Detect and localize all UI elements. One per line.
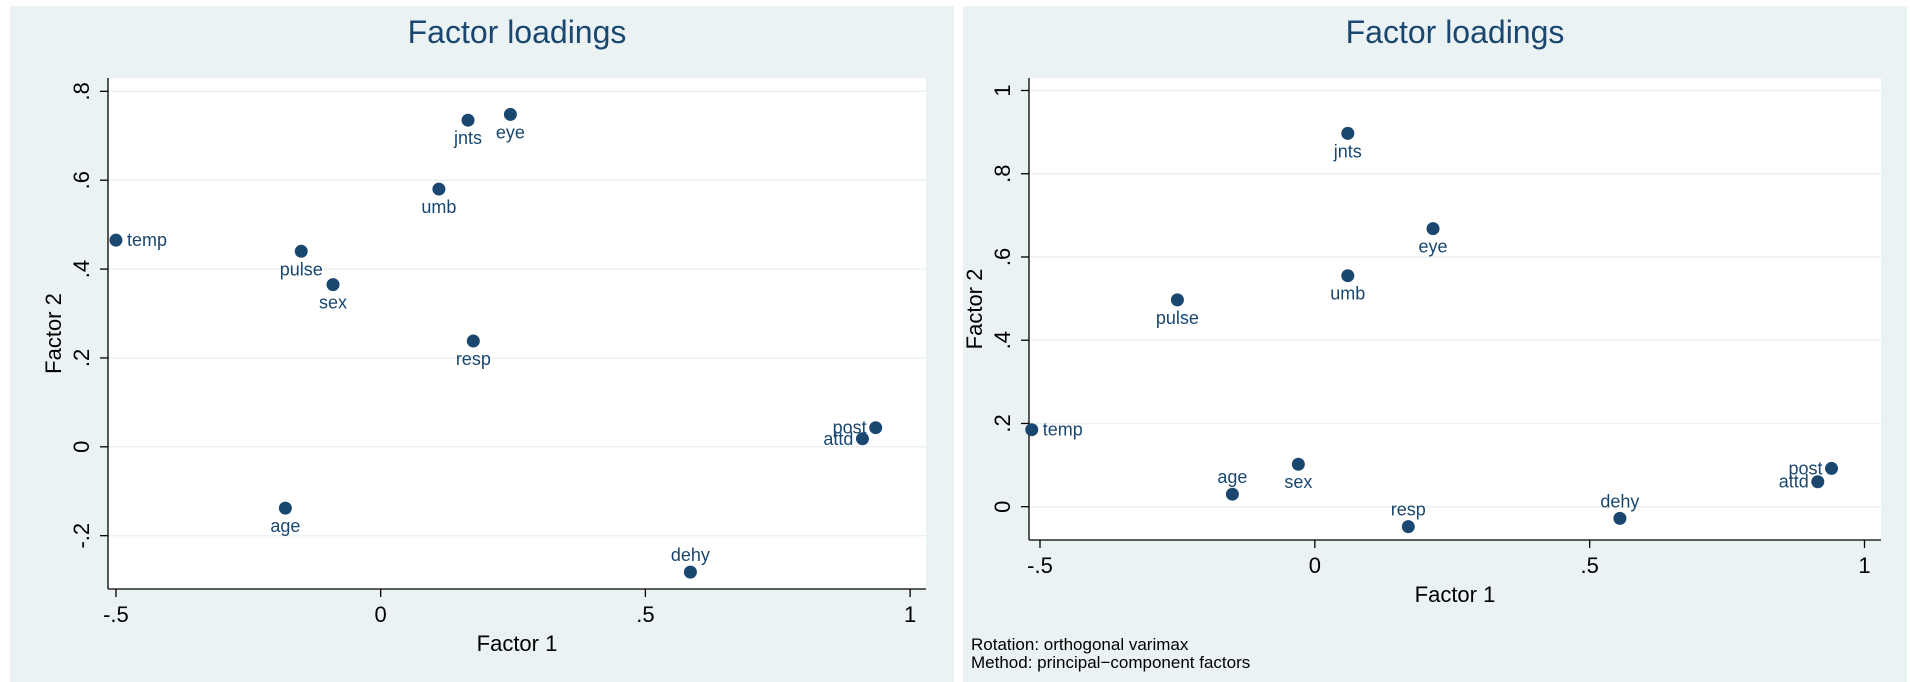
right-point-label-attd: attd bbox=[1779, 472, 1809, 492]
left-point-label-age: age bbox=[270, 516, 300, 536]
left-ytick-label: -.2 bbox=[69, 523, 94, 549]
left-x-axis-label: Factor 1 bbox=[477, 631, 558, 656]
right-x-axis-label: Factor 1 bbox=[1415, 582, 1496, 607]
right-point-label-age: age bbox=[1217, 467, 1247, 487]
factor-loadings-chart-left: Factor loadings -.2 0 .2 .4 .6 .8 -.5 0 .5 1 Factor… bbox=[41, 14, 926, 656]
left-point-label-pulse: pulse bbox=[280, 259, 323, 279]
right-xtick-label: 1 bbox=[1858, 553, 1870, 578]
left-xtick-label: .5 bbox=[636, 602, 654, 627]
left-point-resp bbox=[466, 334, 480, 348]
rotation-note: Rotation: orthogonal varimax bbox=[971, 635, 1189, 654]
right-point-sex bbox=[1291, 457, 1305, 471]
right-point-label-sex: sex bbox=[1284, 472, 1312, 492]
right-point-label-pulse: pulse bbox=[1156, 308, 1199, 328]
right-point-umb bbox=[1341, 269, 1355, 283]
right-xtick-label: -.5 bbox=[1027, 553, 1053, 578]
left-ytick-label: 0 bbox=[69, 441, 94, 453]
left-xtick-label: 1 bbox=[904, 602, 916, 627]
right-ytick-label: .2 bbox=[990, 414, 1015, 432]
right-point-label-umb: umb bbox=[1330, 284, 1365, 304]
left-point-label-post: post bbox=[833, 418, 867, 438]
right-point-post bbox=[1825, 461, 1839, 475]
left-point-label-resp: resp bbox=[456, 349, 491, 369]
left-plot-area bbox=[108, 78, 926, 589]
left-point-label-attd: attd bbox=[823, 429, 853, 449]
right-point-label-post: post bbox=[1788, 458, 1822, 478]
left-point-temp bbox=[109, 233, 123, 247]
right-point-dehy bbox=[1613, 511, 1627, 525]
right-point-eye bbox=[1426, 222, 1440, 236]
right-plot-area bbox=[1029, 78, 1881, 540]
factor-loadings-chart-right: Factor loadings 0 .2 .4 .6 .8 1 -.5 0 .5 1 Factor 1… bbox=[963, 14, 1881, 607]
left-point-jnts bbox=[461, 113, 475, 127]
left-point-label-temp: temp bbox=[127, 230, 167, 250]
left-point-label-sex: sex bbox=[319, 293, 347, 313]
right-point-age bbox=[1225, 487, 1239, 501]
right-ytick-label: 0 bbox=[990, 501, 1015, 513]
left-ytick-label: .8 bbox=[69, 82, 94, 100]
method-note: Method: principal−component factors bbox=[971, 653, 1251, 672]
right-point-resp bbox=[1401, 520, 1415, 534]
left-xtick-label: -.5 bbox=[103, 602, 129, 627]
left-point-age bbox=[278, 501, 292, 515]
left-point-label-dehy: dehy bbox=[671, 545, 710, 565]
right-xtick-label: .5 bbox=[1580, 553, 1598, 578]
chart-panel-left: Factor loadings -.2 0 .2 .4 .6 .8 -.5 0 .5 1 Factor… bbox=[10, 6, 954, 682]
right-point-temp bbox=[1025, 423, 1039, 437]
right-point-jnts bbox=[1341, 126, 1355, 140]
left-xtick-label: 0 bbox=[375, 602, 387, 627]
right-ytick-label: 1 bbox=[990, 84, 1015, 96]
left-point-dehy bbox=[683, 565, 697, 579]
right-point-label-eye: eye bbox=[1418, 237, 1447, 257]
right-xtick-label: 0 bbox=[1309, 553, 1321, 578]
left-ytick-label: .6 bbox=[69, 171, 94, 189]
right-y-axis-label: Factor 2 bbox=[963, 269, 987, 350]
chart-panel-right: Factor loadings 0 .2 .4 .6 .8 1 -.5 0 .5 1 Factor 1… bbox=[963, 6, 1907, 682]
right-point-attd bbox=[1811, 475, 1825, 489]
left-ytick-label: .4 bbox=[69, 260, 94, 278]
left-point-pulse bbox=[294, 244, 308, 258]
left-point-umb bbox=[432, 182, 446, 196]
right-title: Factor loadings bbox=[1346, 14, 1565, 50]
right-point-label-temp: temp bbox=[1043, 420, 1083, 440]
right-point-label-resp: resp bbox=[1391, 500, 1426, 520]
left-point-sex bbox=[326, 278, 340, 292]
left-point-label-jnts: jnts bbox=[453, 128, 482, 148]
left-point-label-umb: umb bbox=[421, 197, 456, 217]
left-y-axis-label: Factor 2 bbox=[41, 293, 66, 374]
left-point-post bbox=[869, 421, 883, 435]
right-point-label-jnts: jnts bbox=[1333, 141, 1362, 161]
right-point-pulse bbox=[1170, 293, 1184, 307]
right-ytick-label: .4 bbox=[990, 331, 1015, 349]
left-point-label-eye: eye bbox=[496, 122, 525, 142]
left-point-eye bbox=[503, 107, 517, 121]
right-point-label-dehy: dehy bbox=[1600, 491, 1639, 511]
right-ytick-label: .8 bbox=[990, 165, 1015, 183]
right-ytick-label: .6 bbox=[990, 248, 1015, 266]
left-title: Factor loadings bbox=[408, 14, 627, 50]
left-ytick-label: .2 bbox=[69, 349, 94, 367]
left-point-attd bbox=[855, 432, 869, 446]
